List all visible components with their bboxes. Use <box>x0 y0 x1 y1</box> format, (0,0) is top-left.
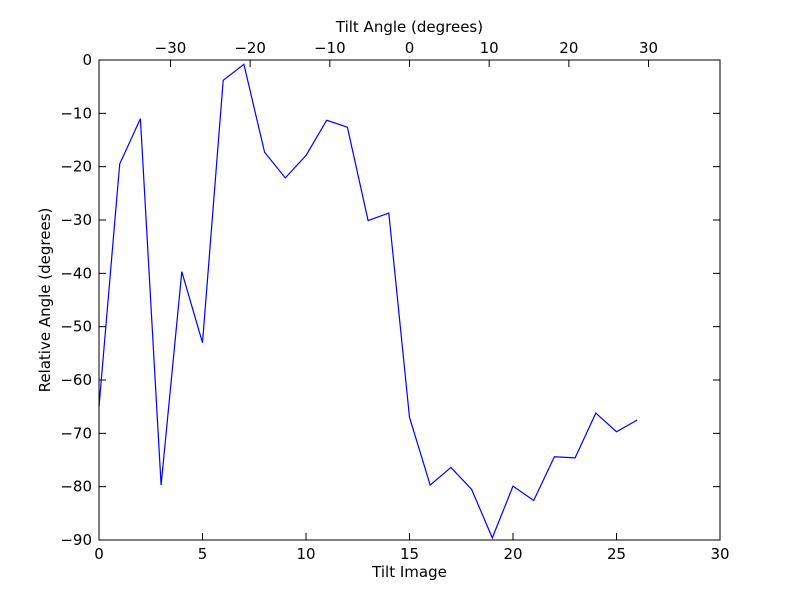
top-x-tick-label: −30 <box>155 39 187 57</box>
x-tick-label: 15 <box>400 545 419 563</box>
top-x-tick-label: −20 <box>234 39 266 57</box>
x-tick-label: 5 <box>198 545 208 563</box>
y-tick-label: 0 <box>82 51 92 69</box>
x-tick-label: 20 <box>503 545 522 563</box>
series-layer <box>98 63 638 540</box>
top-x-tick-label: 30 <box>639 39 658 57</box>
plot-frame <box>98 59 721 541</box>
top-x-tick-label: 10 <box>480 39 499 57</box>
y-axis-label: Relative Angle (degrees) <box>36 208 54 393</box>
y-tick-label: −50 <box>60 318 92 336</box>
x-tick-label: 25 <box>607 545 626 563</box>
x-tick-label: 30 <box>710 545 729 563</box>
top-x-tick-label: 0 <box>405 39 415 57</box>
y-tick-label: −40 <box>60 264 92 282</box>
y-tick-label: −80 <box>60 478 92 496</box>
top-x-axis-label: Tilt Angle (degrees) <box>335 18 483 36</box>
y-tick-label: −90 <box>60 531 92 549</box>
y-tick-label: −60 <box>60 371 92 389</box>
y-tick-label: −10 <box>60 104 92 122</box>
x-axis-label: Tilt Image <box>371 563 447 581</box>
x-tick-label: 10 <box>296 545 315 563</box>
x-tick-label: 0 <box>94 545 104 563</box>
y-tick-label: −20 <box>60 158 92 176</box>
y-tick-label: −70 <box>60 424 92 442</box>
top-x-tick-label: 20 <box>559 39 578 57</box>
series-line <box>98 63 638 540</box>
top-x-tick-label: −10 <box>314 39 346 57</box>
ticks-layer: 0 5 10 15 20 25 30 −30 −20 −10 0 10 20 30 0 −10 −20 −30 −4… <box>60 39 729 563</box>
y-tick-label: −30 <box>60 211 92 229</box>
